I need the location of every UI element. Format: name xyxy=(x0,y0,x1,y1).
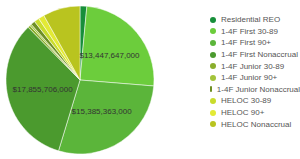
html-text:1-4F Junior 90+: 1-4F Junior 90+ xyxy=(221,73,278,83)
html-text:HELOC Nonaccrual: HELOC Nonaccrual xyxy=(221,119,292,129)
html-text:1-4F First 30-89: 1-4F First 30-89 xyxy=(221,26,278,36)
html-text:HELOC 90+: HELOC 90+ xyxy=(221,108,265,117)
svg-text:$13,447,647,000: $13,447,647,000 xyxy=(79,51,140,60)
svg-text:$15,385,363,000: $15,385,363,000 xyxy=(72,107,133,116)
html-text:1-4F Junior 30-89: 1-4F Junior 30-89 xyxy=(221,61,285,71)
html-text:1-4F First 90+: 1-4F First 90+ xyxy=(221,38,271,48)
html-text:1-4F First Nonaccrual: 1-4F First Nonaccrual xyxy=(221,50,298,60)
html-text:1-4F Junior Nonaccrual: 1-4F Junior Nonaccrual xyxy=(216,84,300,94)
html-text:HELOC 30-89: HELOC 30-89 xyxy=(221,96,272,106)
html-text:Residential REO: Residential REO xyxy=(221,15,281,25)
svg-text:$17,855,706,000: $17,855,706,000 xyxy=(13,85,74,94)
